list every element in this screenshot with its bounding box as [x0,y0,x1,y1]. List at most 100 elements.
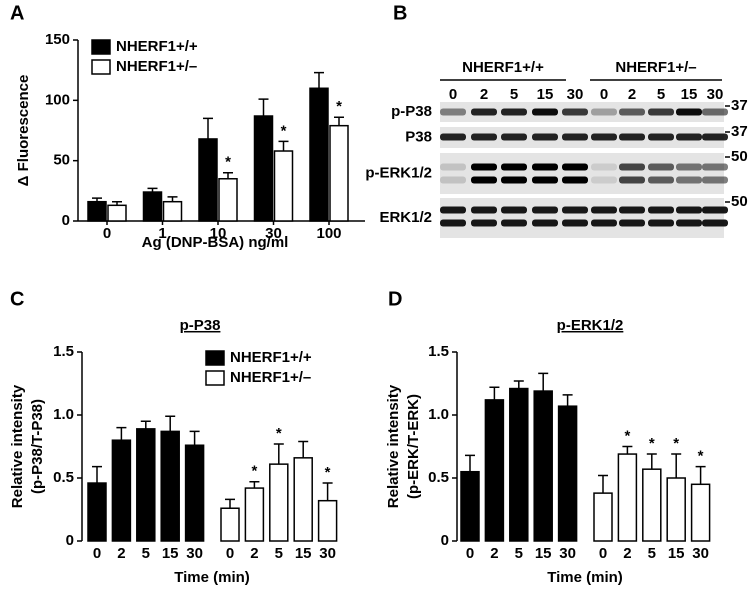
bar [642,468,662,542]
band [501,133,527,141]
legend-label: NHERF1+/+ [230,349,312,366]
bar [198,138,218,222]
band [562,219,588,227]
x-axis-label: Time (min) [547,569,623,586]
bar [253,115,274,222]
x-tick-label: 5 [142,545,150,562]
band [562,133,588,141]
significance-marker: * [336,98,342,115]
significance-marker: * [698,448,704,465]
band [501,108,527,116]
x-tick-label: 0 [226,545,234,562]
band [676,206,702,214]
error-bar [223,171,233,179]
band [562,108,588,116]
x-tick-label: 2 [623,545,631,562]
error-bar [646,453,657,470]
blot-strip [440,153,724,194]
band [501,163,527,171]
x-tick-label: 30 [559,545,576,562]
bar [317,499,338,542]
band [702,219,728,227]
x-tick-label: 15 [668,545,685,562]
bar [666,477,686,542]
band [702,163,728,171]
bar [87,482,107,542]
panel-label: C [10,288,24,310]
error-bar [112,200,122,206]
band [619,176,645,184]
x-axis-label: Ag (DNP-BSA) ng/ml [142,234,289,251]
band [619,206,645,214]
error-bar [598,474,608,494]
error-bar [465,454,475,472]
band [591,163,617,171]
band [591,176,617,184]
western-blot: NHERF1+/+ NHERF1+/– 0 2 5 15 30 0 2 5 15 30 p-P38 37 P… [365,59,748,238]
band [532,176,558,184]
x-tick-label: 15 [295,545,312,562]
error-bar [140,420,151,429]
y-tick-label: 0 [441,532,449,549]
row-label: p-P38 [391,103,432,120]
bar [329,124,349,222]
bar [460,470,480,542]
bar [218,178,238,222]
error-bar [92,197,102,202]
y-tick-label: 1.5 [53,343,74,360]
bar [184,444,205,542]
band [702,108,728,116]
y-axis-label: Relative intensity [385,384,402,508]
band [591,219,617,227]
band [619,133,645,141]
error-bar [513,380,524,389]
bar [162,200,183,222]
significance-marker: * [624,427,630,444]
band [591,206,617,214]
band [702,206,728,214]
band [532,108,558,116]
significance-marker: * [325,464,331,481]
band [648,133,674,141]
band [676,108,702,116]
group-label: NHERF1+/– [615,59,696,76]
error-bar [314,71,324,89]
y-tick-label: 1.5 [428,343,449,360]
legend-swatch [205,350,225,366]
y-axis-label: (p-P38/T-P38) [29,399,46,494]
error-bar [167,196,178,202]
band [440,133,466,141]
band [532,163,558,171]
lane-label: 0 [449,86,457,103]
y-axis-label: (p-ERK/T-ERK) [405,394,422,499]
lane-label: 15 [537,86,554,103]
legend-swatch [205,370,225,386]
band [471,163,497,171]
error-bar [273,443,284,465]
band [440,163,466,171]
panel-label: D [388,288,402,310]
band [648,108,674,116]
x-tick-label: 0 [93,545,101,562]
bar [690,483,711,542]
row-label: ERK1/2 [379,209,432,226]
lane-label: 30 [707,86,724,103]
x-tick-label: 5 [648,545,656,562]
x-tick-label: 30 [186,545,203,562]
bar [617,453,638,542]
band [471,133,497,141]
lane-label: 2 [480,86,488,103]
y-tick-label: 0.5 [428,469,449,486]
error-bar [278,140,289,152]
mw-label: 37 [731,97,748,114]
band [562,163,588,171]
band [471,108,497,116]
row-label: p-ERK1/2 [365,164,432,181]
band [702,133,728,141]
bar [484,399,505,542]
mw-label: 50 [731,193,748,210]
legend-label: NHERF1+/– [116,58,197,75]
band [471,219,497,227]
significance-marker: * [276,425,282,442]
